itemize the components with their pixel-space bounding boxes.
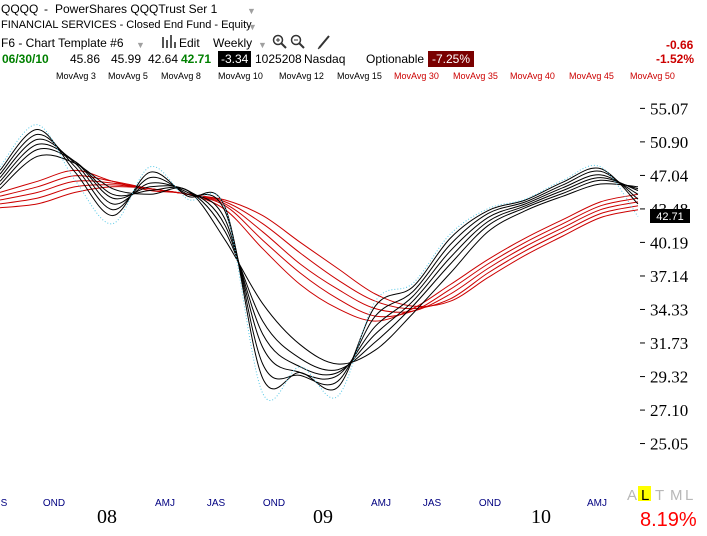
open-value: 45.86: [70, 52, 101, 66]
footer-letter: L: [641, 487, 649, 504]
zoom-out-icon[interactable]: [290, 34, 306, 54]
series-movavg-35: [0, 175, 639, 318]
moving-average-legend: MovAvg 3 MovAvg 5 MovAvg 8 MovAvg 10 MovAvg …: [0, 70, 707, 82]
sector-dropdown-icon[interactable]: ▼: [248, 22, 257, 32]
legend-item-movavg-45: MovAvg 45: [569, 71, 614, 81]
title-row: QQQQ - PowerShares QQQTrust Ser 1 ▼: [0, 0, 707, 18]
x-tick-label: AMJ: [155, 498, 175, 509]
footer-letter: A: [627, 487, 637, 504]
edit-label: Edit: [179, 36, 200, 50]
y-tick-label: 47.04: [650, 166, 689, 185]
optionable-label: Optionable: [366, 52, 425, 66]
x-tick-label: OND: [263, 498, 285, 509]
symbol: QQQQ: [1, 2, 39, 16]
series-movavg-3: [0, 128, 639, 391]
legend-item-movavg-35: MovAvg 35: [453, 71, 498, 81]
quote-date: 06/30/10: [2, 52, 49, 66]
y-tick-label: 27.10: [650, 401, 688, 420]
sector-label: FINANCIAL SERVICES - Closed End Fund - E…: [1, 19, 252, 31]
volume-value: 1025208: [255, 52, 302, 66]
change-badge: -3.34: [218, 51, 252, 67]
price-layer: [0, 124, 639, 402]
x-tick-label: OND: [479, 498, 501, 509]
series-movavg-8: [0, 138, 639, 380]
footer-letter: L: [685, 487, 693, 504]
footer-letter: M: [670, 487, 683, 504]
y-tick-label: 29.32: [650, 368, 688, 387]
series-layer: [0, 128, 639, 391]
legend-item-movavg-15: MovAvg 15: [337, 71, 382, 81]
y-tick-label: 37.14: [650, 267, 689, 286]
legend-item-movavg-8: MovAvg 8: [161, 71, 201, 81]
net-change: -0.66: [666, 38, 694, 52]
x-tick-label: S: [1, 498, 8, 509]
price-chart[interactable]: 55.0750.9047.0443.4840.1937.1434.3331.73…: [0, 82, 707, 536]
legend-item-movavg-3: MovAvg 3: [56, 71, 96, 81]
period-selector[interactable]: Weekly: [213, 36, 253, 50]
toolbar: F6 - Chart Template #6 ▼ Edit Weekly ▼ -…: [0, 34, 707, 52]
x-tick-label: JAS: [207, 498, 226, 509]
name-separator: -: [44, 2, 48, 16]
draw-pen-icon[interactable]: [316, 34, 332, 54]
series-movavg-5: [0, 133, 639, 386]
template-dropdown-icon[interactable]: ▼: [136, 40, 145, 50]
y-tick-label: 40.19: [650, 233, 688, 252]
y-tick-label: 55.07: [650, 99, 689, 118]
x-axis: S OND AMJ JAS OND AMJ JAS OND AMJ 08 09 10: [1, 498, 607, 528]
edit-button[interactable]: Edit: [160, 34, 200, 54]
exchange-label: Nasdaq: [304, 52, 346, 66]
x-year-label: 08: [97, 506, 117, 528]
x-tick-label: OND: [43, 498, 65, 509]
series-movavg-10: [0, 143, 639, 376]
y-tick-label: 50.90: [650, 133, 688, 152]
high-value: 45.99: [111, 52, 142, 66]
x-year-label: 09: [313, 506, 333, 528]
net-percent: -1.52%: [656, 52, 695, 66]
legend-item-movavg-40: MovAvg 40: [510, 71, 555, 81]
low-value: 42.64: [148, 52, 179, 66]
quote-row: 06/30/10 45.86 45.99 42.64 42.71 -3.34 1…: [0, 51, 707, 67]
series-movavg-15: [0, 154, 639, 365]
footer-letter: T: [655, 487, 664, 504]
legend-item-movavg-5: MovAvg 5: [108, 71, 148, 81]
legend-item-movavg-50: MovAvg 50: [630, 71, 675, 81]
series-movavg-40: [0, 180, 639, 313]
zoom-in-icon[interactable]: [272, 34, 288, 54]
close-value: 42.71: [181, 52, 212, 66]
template-selector[interactable]: F6 - Chart Template #6: [1, 36, 124, 50]
symbol-dropdown-icon[interactable]: ▼: [247, 6, 256, 16]
y-tick-label: 34.33: [650, 300, 688, 319]
series-movavg-50: [0, 186, 639, 308]
period-dropdown-icon[interactable]: ▼: [258, 40, 267, 50]
bars-icon: [162, 35, 176, 48]
y-tick-label: 31.73: [650, 334, 688, 353]
x-year-label: 10: [531, 506, 551, 528]
x-tick-label: AMJ: [587, 498, 607, 509]
footer-percent: 8.19%: [640, 509, 697, 531]
legend-item-movavg-10: MovAvg 10: [218, 71, 263, 81]
current-price-label: 42.71: [656, 211, 684, 223]
price-label-box: 42.71: [650, 209, 690, 223]
series-movavg-12: [0, 148, 639, 371]
x-tick-label: JAS: [423, 498, 442, 509]
y-tick-label: 25.05: [650, 435, 688, 454]
y-axis: 55.0750.9047.0443.4840.1937.1434.3331.73…: [640, 99, 689, 454]
legend-item-movavg-12: MovAvg 12: [279, 71, 324, 81]
series-movavg-30: [0, 169, 639, 322]
sector-row: FINANCIAL SERVICES - Closed End Fund - E…: [0, 16, 707, 32]
percent-change-badge: -7.25%: [428, 51, 475, 67]
x-tick-label: AMJ: [371, 498, 391, 509]
series-price: [0, 124, 639, 402]
legend-item-movavg-30: MovAvg 30: [394, 71, 439, 81]
series-movavg-45: [0, 184, 639, 310]
security-name: PowerShares QQQTrust Ser 1: [55, 2, 218, 16]
